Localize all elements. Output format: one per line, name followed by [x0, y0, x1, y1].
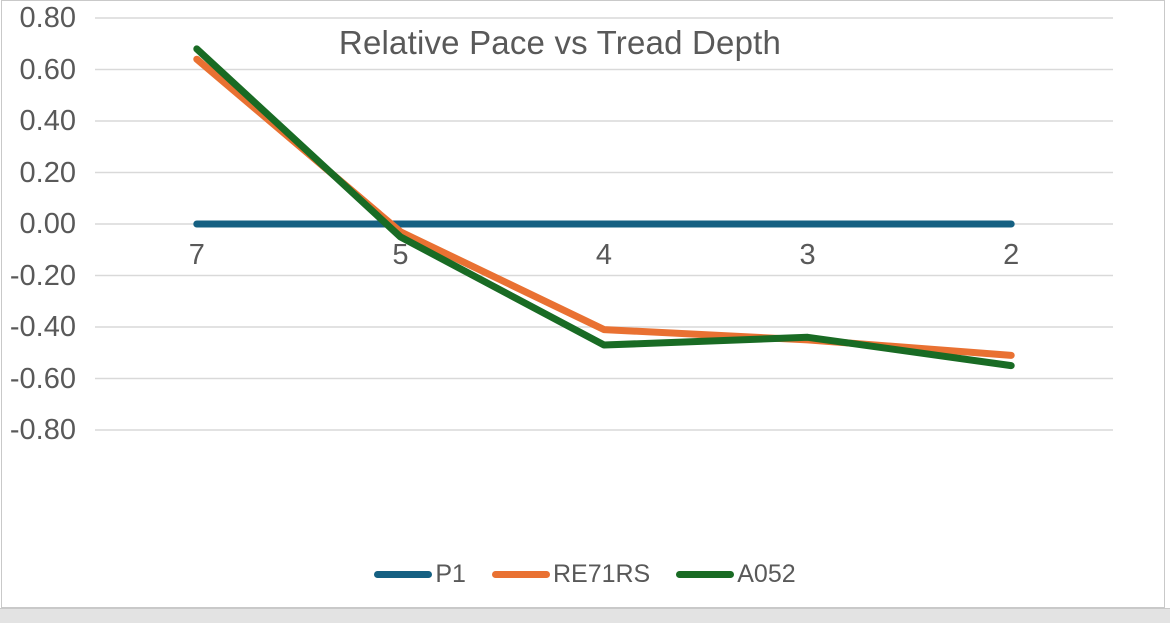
y-axis-tick-label: 0.60	[19, 53, 76, 86]
chart-title: Relative Pace vs Tread Depth	[338, 24, 782, 61]
y-axis-tick-label: 0.80	[19, 2, 76, 34]
worksheet-edge-strip	[0, 608, 1170, 623]
y-axis-tick-label: -0.80	[9, 414, 76, 446]
y-axis-tick-label: 0.40	[19, 105, 76, 137]
y-axis-tick-label: -0.40	[9, 311, 76, 343]
x-axis-category-label: 5	[392, 239, 409, 271]
y-axis-tick-label: -0.60	[9, 362, 76, 395]
y-axis-tick-label: 0.00	[19, 208, 76, 240]
legend-item-p1: P1	[374, 560, 466, 589]
series-line-re71rs	[193, 55, 1015, 359]
legend-label: A052	[737, 560, 796, 588]
chart-frame	[1, 0, 1165, 608]
chart-legend: P1 RE71RS A052	[0, 560, 1170, 589]
y-axis-tick-label: -0.20	[9, 259, 76, 292]
legend-label: RE71RS	[552, 560, 651, 588]
legend-item-re71rs: RE71RS	[491, 560, 651, 589]
series-line-a052	[193, 45, 1015, 370]
legend-swatch-re71rs	[491, 571, 550, 578]
x-axis-category-label: 7	[188, 239, 205, 271]
x-axis-category-label: 4	[595, 239, 613, 271]
legend-item-a052: A052	[676, 560, 796, 589]
x-axis-category-label: 3	[799, 239, 816, 271]
legend-swatch-p1	[374, 571, 433, 578]
y-axis-tick-label: 0.20	[19, 156, 76, 189]
legend-swatch-a052	[676, 571, 735, 578]
x-axis-category-label: 2	[1003, 239, 1020, 271]
legend-label: P1	[435, 560, 466, 588]
